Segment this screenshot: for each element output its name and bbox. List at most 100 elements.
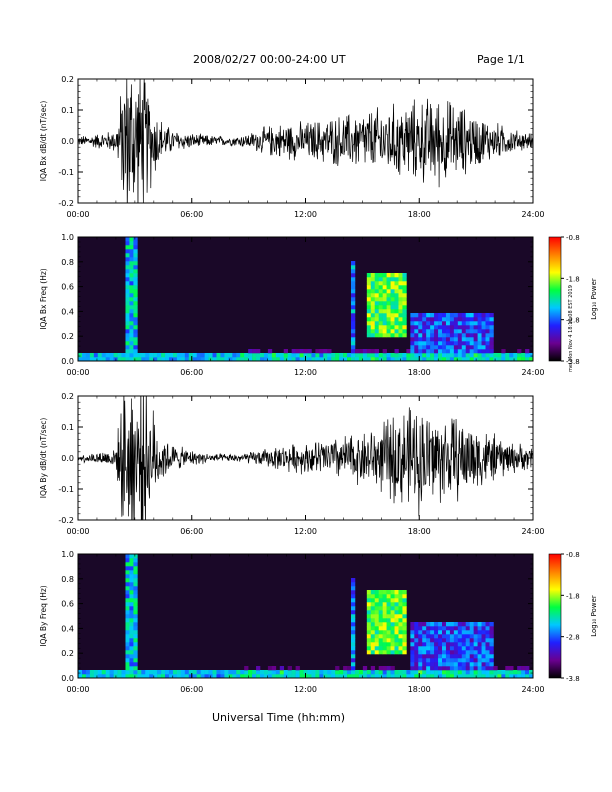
heatmap-cell <box>129 253 134 258</box>
heatmap-cell <box>477 329 482 334</box>
heatmap-cell <box>485 622 490 627</box>
heatmap-cell <box>390 321 395 326</box>
heatmap-cell <box>394 598 399 603</box>
heatmap-cell <box>78 670 83 675</box>
heatmap-cell <box>382 610 387 615</box>
heatmap-cell <box>133 353 138 358</box>
heatmap-cell <box>386 630 391 635</box>
heatmap-cell <box>489 329 494 334</box>
heatmap-cell <box>513 353 518 358</box>
y-tick-label: -0.1 <box>58 485 74 494</box>
heatmap-cell <box>240 357 245 362</box>
heatmap-cell <box>434 345 439 350</box>
heatmap-cell <box>378 281 383 286</box>
heatmap-cell <box>176 674 182 679</box>
heatmap-cell <box>449 658 455 663</box>
heatmap-cell <box>398 333 403 338</box>
heatmap-cell <box>485 630 490 635</box>
heatmap-cell <box>105 353 110 358</box>
heatmap-cell <box>501 349 506 354</box>
heatmap-cell <box>398 606 403 611</box>
heatmap-cell <box>362 357 368 362</box>
heatmap-cell <box>457 674 463 679</box>
heatmap-cell <box>485 345 490 350</box>
heatmap-cell <box>457 321 463 326</box>
heatmap-cell <box>497 353 502 358</box>
heatmap-cell <box>157 357 162 362</box>
heatmap-cell <box>410 353 415 358</box>
heatmap-cell <box>125 293 130 298</box>
heatmap-cell <box>125 253 130 258</box>
heatmap-cell <box>378 630 383 635</box>
heatmap-cell <box>489 313 494 318</box>
heatmap-cell <box>453 317 459 322</box>
heatmap-cell <box>398 325 403 330</box>
heatmap-cell <box>390 333 395 338</box>
heatmap-cell <box>386 670 391 675</box>
heatmap-cell <box>125 297 130 302</box>
heatmap-cell <box>370 285 376 290</box>
heatmap-cell <box>370 590 376 595</box>
heatmap-cell <box>517 674 522 679</box>
heatmap-cell <box>129 570 134 575</box>
heatmap-cell <box>311 674 316 679</box>
heatmap-cell <box>133 281 138 286</box>
heatmap-cell <box>477 630 482 635</box>
heatmap-cell <box>422 662 427 667</box>
heatmap-cell <box>414 654 419 659</box>
heatmap-cell <box>394 634 399 639</box>
heatmap-cell <box>89 353 95 358</box>
heatmap-cell <box>153 357 158 362</box>
heatmap-cell <box>473 345 478 350</box>
heatmap-cell <box>489 626 494 631</box>
heatmap-cell <box>477 313 482 318</box>
heatmap-cell <box>129 309 134 314</box>
heatmap-cell <box>351 281 356 286</box>
heatmap-cell <box>390 610 395 615</box>
heatmap-cell <box>81 674 87 679</box>
heatmap-cell <box>382 630 387 635</box>
heatmap-cell <box>398 674 403 679</box>
heatmap-cell <box>169 357 174 362</box>
heatmap-cell <box>366 325 372 330</box>
heatmap-cell <box>89 357 95 362</box>
heatmap-cell <box>418 662 423 667</box>
heatmap-cell <box>473 329 478 334</box>
heatmap-cell <box>279 357 285 362</box>
heatmap-cell <box>133 602 138 607</box>
heatmap-cell <box>125 670 130 675</box>
heatmap-cell <box>188 674 194 679</box>
heatmap-cell <box>315 349 320 354</box>
heatmap-cell <box>430 325 435 330</box>
heatmap-cell <box>137 674 142 679</box>
heatmap-cell <box>267 353 273 358</box>
heatmap-cell <box>386 321 391 326</box>
heatmap-cell <box>351 666 356 671</box>
heatmap-cell <box>422 658 427 663</box>
heatmap-cell <box>354 349 360 354</box>
heatmap-cell <box>414 638 419 643</box>
heatmap-cell <box>481 642 486 647</box>
heatmap-cell <box>351 269 356 274</box>
heatmap-cell <box>307 674 312 679</box>
heatmap-cell <box>129 301 134 306</box>
heatmap-cell <box>453 650 459 655</box>
heatmap-cell <box>351 317 356 322</box>
heatmap-cell <box>129 622 134 627</box>
heatmap-cell <box>81 357 87 362</box>
heatmap-cell <box>386 357 391 362</box>
heatmap-cell <box>438 658 443 663</box>
colorbar-tick-label: -1.8 <box>566 275 580 283</box>
heatmap-cell <box>398 638 403 643</box>
heatmap-cell <box>402 670 407 675</box>
heatmap-cell <box>438 654 443 659</box>
heatmap-cell <box>509 670 514 675</box>
heatmap-cell <box>133 265 138 270</box>
heatmap-cell <box>351 646 356 651</box>
heatmap-cell <box>382 598 387 603</box>
heatmap-cell <box>327 670 332 675</box>
heatmap-cell <box>465 349 470 354</box>
heatmap-cell <box>319 670 324 675</box>
heatmap-cell <box>331 670 336 675</box>
